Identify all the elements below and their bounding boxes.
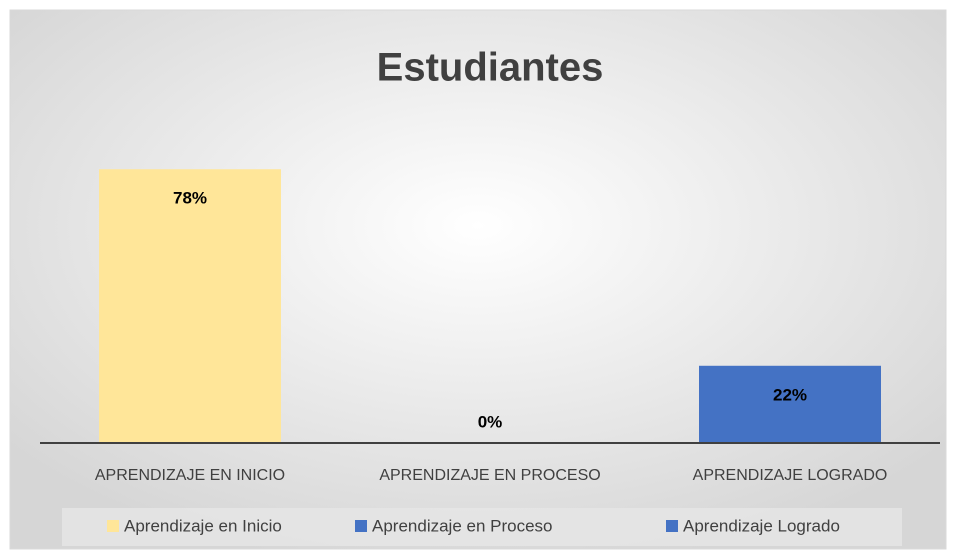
legend-swatch	[666, 520, 678, 532]
x-tick-label: APRENDIZAJE EN PROCESO	[379, 467, 600, 484]
data-label: 78%	[173, 189, 207, 208]
bar	[99, 169, 281, 443]
chart-title: Estudiantes	[377, 46, 604, 90]
bar	[699, 365, 881, 443]
legend-swatch	[107, 520, 119, 532]
data-label: 0%	[478, 412, 503, 431]
legend-label: Aprendizaje en Inicio	[124, 516, 282, 535]
x-tick-label: APRENDIZAJE EN INICIO	[95, 467, 285, 484]
x-tick-label: APRENDIZAJE LOGRADO	[693, 467, 888, 484]
legend-label: Aprendizaje en Proceso	[372, 516, 553, 535]
data-label: 22%	[773, 385, 807, 404]
legend-box	[62, 508, 902, 546]
legend-swatch	[355, 520, 367, 532]
legend-label: Aprendizaje Logrado	[683, 516, 840, 535]
